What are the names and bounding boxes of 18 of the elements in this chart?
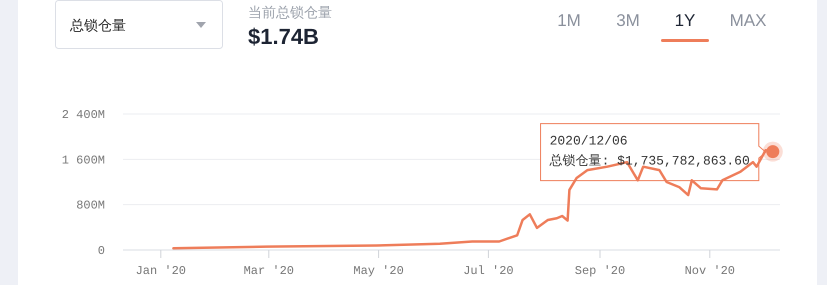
x-tick-label: Jul '20: [463, 264, 514, 278]
y-tick-label: 1 600M: [62, 153, 105, 168]
x-tick-label: Mar '20: [244, 264, 294, 278]
chart-title: 当前总锁仓量: [248, 4, 332, 20]
x-tick-label: Nov '20: [684, 264, 736, 278]
annotation: 2020/12/06 总锁仓量: $1,735,782,863.60: [548, 134, 750, 169]
x-tick-label: May '20: [353, 264, 404, 278]
text: MAX: [730, 11, 766, 30]
text: 总锁仓量: [69, 17, 126, 33]
text: 1Y: [674, 11, 696, 30]
chart-subtitle: $1.74B: [248, 24, 319, 49]
y-tick-label: 2 400M: [62, 108, 105, 122]
text: 3M: [616, 11, 640, 30]
y-tick-label: 800M: [76, 198, 105, 213]
x-tick-label: Jan '20: [136, 264, 186, 278]
x-tick-label: Sep '20: [574, 264, 626, 278]
y-tick-label: 0: [98, 244, 105, 258]
text: 1M: [557, 11, 581, 30]
